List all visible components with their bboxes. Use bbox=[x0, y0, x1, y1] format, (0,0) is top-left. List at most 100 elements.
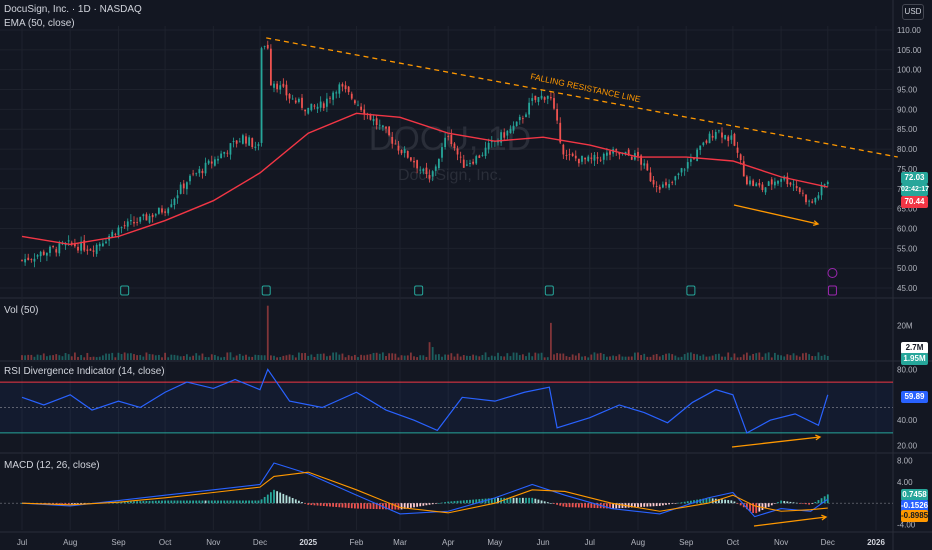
rsi-tick-label: 80.00 bbox=[897, 365, 918, 374]
macd-histogram-bar bbox=[64, 503, 67, 505]
x-tick-label: Oct bbox=[159, 538, 172, 547]
candle-body bbox=[562, 144, 565, 155]
macd-histogram-bar bbox=[220, 500, 223, 504]
macd-histogram-bar bbox=[615, 503, 618, 509]
volume-bar bbox=[512, 352, 515, 360]
candle-body bbox=[67, 240, 70, 242]
volume-bar bbox=[83, 357, 86, 360]
currency-button[interactable]: USD bbox=[902, 4, 924, 20]
macd-histogram-bar bbox=[453, 501, 456, 504]
volume-bar bbox=[792, 353, 795, 360]
candle-body bbox=[453, 143, 456, 149]
candle-body bbox=[693, 158, 695, 160]
candle-body bbox=[381, 125, 384, 128]
volume-bar bbox=[534, 352, 537, 360]
volume-bar bbox=[89, 357, 92, 360]
macd-histogram-bar bbox=[540, 500, 543, 504]
volume-bar bbox=[453, 356, 456, 360]
volume-bar bbox=[543, 357, 546, 360]
candle-body bbox=[441, 147, 443, 158]
macd-histogram-bar bbox=[266, 494, 269, 504]
macd-histogram-bar bbox=[571, 503, 574, 508]
volume-bar bbox=[33, 356, 36, 360]
volume-bar bbox=[204, 356, 207, 360]
macd-histogram-bar bbox=[273, 489, 275, 504]
volume-bar bbox=[357, 357, 359, 360]
candle-body bbox=[413, 160, 415, 163]
macd-signal-line bbox=[21, 471, 828, 514]
volume-bar bbox=[472, 354, 475, 360]
candle-body bbox=[805, 194, 807, 203]
volume-bar bbox=[814, 356, 817, 360]
macd-histogram-bar bbox=[260, 499, 263, 504]
volume-bar bbox=[226, 352, 229, 360]
macd-tick-label: 4.00 bbox=[897, 478, 913, 487]
volume-bar bbox=[761, 356, 764, 360]
candle-body bbox=[403, 149, 406, 153]
volume-bar bbox=[80, 355, 83, 360]
candle-body bbox=[742, 161, 745, 177]
volume-bar bbox=[574, 355, 577, 360]
volume-bar bbox=[148, 354, 151, 360]
volume-bar bbox=[279, 356, 282, 360]
candle-body bbox=[761, 184, 764, 191]
candle-body bbox=[204, 162, 207, 174]
volume-bar bbox=[266, 305, 269, 360]
candle-body bbox=[444, 137, 447, 148]
candle-body bbox=[727, 136, 730, 141]
macd-histogram-bar bbox=[745, 503, 748, 510]
volume-bar bbox=[721, 356, 723, 360]
candle-body bbox=[714, 132, 717, 139]
volume-bar bbox=[805, 352, 807, 360]
candle-body bbox=[525, 114, 527, 118]
candle-body bbox=[357, 104, 359, 106]
volume-bar bbox=[385, 355, 387, 360]
volume-tick-label: 20M bbox=[897, 322, 913, 331]
volume-bar bbox=[500, 356, 503, 360]
candle-body bbox=[45, 252, 48, 256]
macd-histogram-bar bbox=[590, 503, 593, 508]
macd-histogram-bar bbox=[456, 500, 459, 504]
volume-bar bbox=[459, 356, 462, 360]
price-tick-label: 110.00 bbox=[897, 26, 921, 35]
candle-body bbox=[291, 98, 294, 100]
volume-bar bbox=[297, 352, 300, 360]
candle-body bbox=[590, 157, 593, 159]
volume-bar bbox=[503, 356, 506, 360]
volume-bar bbox=[139, 355, 142, 360]
volume-bar bbox=[714, 354, 717, 360]
volume-bar bbox=[157, 354, 160, 360]
macd-histogram-bar bbox=[441, 502, 443, 504]
volume-badge-2: 1.95M bbox=[901, 353, 928, 365]
countdown-badge: 02:42:17 bbox=[901, 184, 929, 196]
volume-bar bbox=[388, 353, 391, 360]
candle-body bbox=[624, 151, 627, 154]
candle-body bbox=[721, 132, 723, 138]
candle-body bbox=[808, 200, 811, 202]
candle-body bbox=[817, 195, 820, 199]
candle-body bbox=[80, 241, 83, 251]
macd-hist-badge: 0.7458 bbox=[901, 489, 928, 501]
macd-histogram-bar bbox=[478, 499, 481, 504]
macd-histogram-bar bbox=[795, 502, 798, 504]
macd-histogram-bar bbox=[686, 501, 689, 504]
volume-bar bbox=[630, 356, 633, 360]
price-tick-label: 65.00 bbox=[897, 205, 918, 214]
price-tick-label: 55.00 bbox=[897, 244, 918, 253]
volume-bar bbox=[329, 355, 331, 360]
macd-histogram-bar bbox=[783, 500, 786, 504]
candle-body bbox=[652, 179, 655, 185]
macd-histogram-bar bbox=[767, 503, 770, 507]
x-tick-label: Jul bbox=[17, 538, 27, 547]
candle-body bbox=[531, 98, 534, 101]
macd-histogram-bar bbox=[587, 503, 590, 508]
volume-bar bbox=[198, 355, 201, 360]
macd-histogram-bar bbox=[297, 500, 300, 504]
macd-histogram-bar bbox=[814, 501, 817, 504]
x-tick-label: Dec bbox=[253, 538, 267, 547]
x-tick-label: Feb bbox=[350, 538, 364, 547]
volume-bar bbox=[176, 355, 179, 360]
macd-histogram-bar bbox=[207, 500, 210, 504]
volume-bar bbox=[245, 354, 247, 360]
